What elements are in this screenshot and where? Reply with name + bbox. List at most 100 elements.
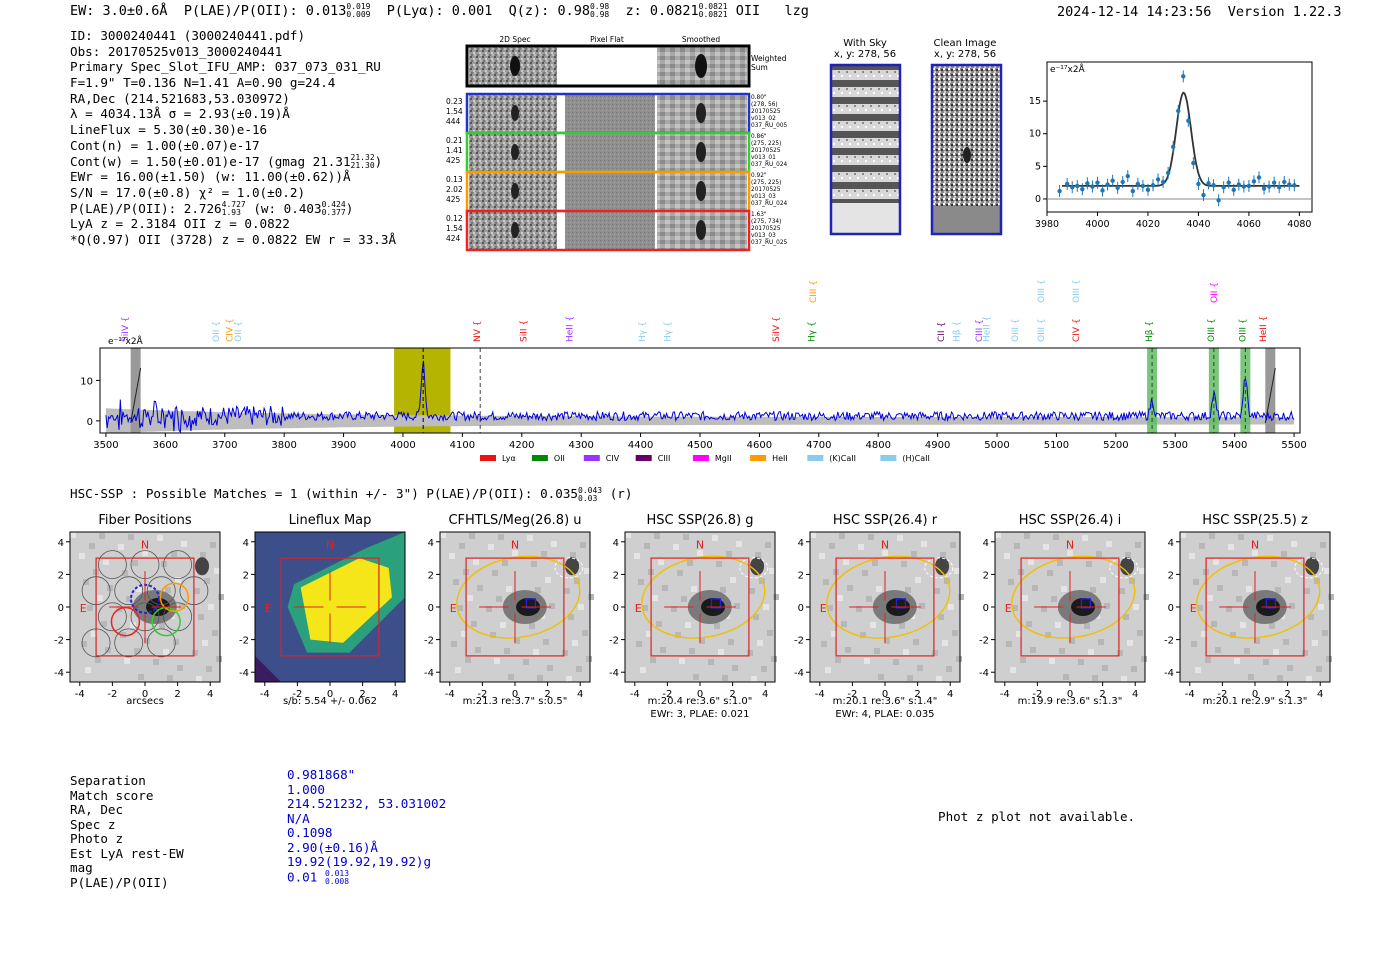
cutout-row-smooth-blob bbox=[696, 220, 706, 240]
image-panel: N E -4 -4 -2 -2 0 0 2 2 4 4 bbox=[979, 531, 1149, 700]
panel-caption-2: EWr: 4, PLAE: 0.035 bbox=[835, 709, 935, 720]
image-noise bbox=[473, 559, 479, 565]
image-noise bbox=[625, 532, 631, 538]
panel-ytick-label: -4 bbox=[1164, 668, 1174, 679]
image-noise bbox=[699, 638, 705, 644]
image-noise bbox=[1082, 535, 1088, 541]
image-noise bbox=[163, 649, 169, 655]
image-noise bbox=[1263, 659, 1269, 665]
info-plae: P(LAE)/P(OII): 2.726 4.727 1.93 (w: 0.403 0… bbox=[70, 200, 354, 218]
spec-xtick-label: 3600 bbox=[153, 440, 178, 451]
image-noise bbox=[208, 604, 214, 610]
neighbor-source bbox=[750, 557, 765, 576]
search-box bbox=[650, 557, 750, 657]
cutout-row-blob bbox=[511, 105, 519, 121]
sky-images bbox=[829, 63, 1003, 236]
cutout-row-meta: 037_RU_024 bbox=[751, 201, 788, 207]
panel-xtick-label: 2 bbox=[729, 689, 735, 700]
image-noise bbox=[769, 568, 775, 574]
fit-ytick-label: 0 bbox=[1035, 194, 1041, 205]
cutout-row-blob bbox=[511, 183, 519, 199]
image-noise bbox=[687, 560, 693, 566]
image-noise bbox=[1193, 579, 1199, 585]
panel-xtick-label: 0 bbox=[1067, 689, 1073, 700]
cutout-weighted-label-2: Sum bbox=[751, 63, 768, 72]
neighbor-ellipse bbox=[924, 557, 954, 579]
neighbor-ellipse bbox=[1109, 557, 1139, 579]
spec-xtick-label: 3900 bbox=[331, 440, 356, 451]
image-noise bbox=[763, 604, 769, 610]
cutout-col-flat: Pixel Flat bbox=[590, 35, 624, 44]
image-noise bbox=[845, 647, 851, 653]
image-noise bbox=[1106, 541, 1112, 547]
image-noise bbox=[841, 621, 847, 627]
image-noise bbox=[650, 657, 656, 663]
summary-labels: Separation Match score RA, Dec Spec z Ph… bbox=[70, 773, 184, 890]
cutout-row-gap bbox=[559, 173, 563, 210]
summary-value: 214.521232, 53.031002 bbox=[287, 796, 447, 811]
image-noise bbox=[1067, 550, 1073, 556]
panel-xtick-label: 4 bbox=[392, 689, 398, 700]
header-plae-hi: 0.019 bbox=[346, 2, 371, 11]
cutout-row-meta: v013_03 bbox=[751, 194, 776, 200]
image-noise bbox=[821, 641, 827, 647]
panel-ytick-label: 4 bbox=[613, 538, 619, 549]
fit-point bbox=[1165, 170, 1171, 176]
target-box bbox=[525, 598, 537, 609]
image-noise bbox=[1053, 534, 1059, 540]
panel-caption: m:21.3 re:3.7" s:0.5" bbox=[462, 696, 568, 707]
panel-title: CFHTLS/Meg(26.8) u bbox=[448, 513, 582, 528]
spec-line-label: CIV { bbox=[225, 318, 235, 342]
spec-grey-band-hatch bbox=[130, 367, 142, 424]
panel-caption-2: EWr: 3, PLAE: 0.021 bbox=[650, 709, 750, 720]
fiber-circle bbox=[163, 550, 193, 580]
panel-ytick-label: -4 bbox=[239, 668, 249, 679]
image-panel: N E -4 -4 -2 -2 0 0 2 2 4 4 bbox=[54, 531, 224, 700]
fiber-circle bbox=[114, 628, 144, 658]
image-noise bbox=[1244, 648, 1250, 654]
image-noise bbox=[1271, 561, 1277, 567]
image-noise bbox=[1246, 586, 1252, 592]
image-noise bbox=[773, 594, 779, 600]
search-box bbox=[280, 557, 380, 657]
image-noise bbox=[514, 638, 520, 644]
spec-line-label: CII { bbox=[937, 322, 947, 342]
compass-east: E bbox=[635, 602, 642, 615]
cutout-weighted-smooth-blob bbox=[695, 54, 707, 78]
fit-point bbox=[1125, 173, 1130, 179]
image-noise bbox=[932, 650, 938, 656]
image-noise bbox=[681, 596, 687, 602]
panel-xtick-label: 4 bbox=[1132, 689, 1138, 700]
cutout-row-stat: 0.13 bbox=[446, 175, 463, 184]
image-noise bbox=[675, 632, 681, 638]
image-noise bbox=[502, 560, 508, 566]
cutout-row-meta: v013_03 bbox=[751, 233, 776, 239]
image-noise bbox=[940, 552, 946, 558]
image-noise bbox=[576, 666, 582, 672]
panel-caption: m:20.1 re:2.9" s:1.3" bbox=[1202, 696, 1308, 707]
with-sky-bottom bbox=[832, 203, 899, 233]
spec-line-label: OII { bbox=[234, 321, 244, 342]
image-noise bbox=[646, 631, 652, 637]
summary-label: Est LyA rest-EW bbox=[70, 845, 184, 861]
image-noise bbox=[899, 623, 905, 629]
image-noise bbox=[948, 604, 954, 610]
image-noise bbox=[179, 603, 185, 609]
image-panel: N E -4 -4 -2 -2 0 0 2 2 4 4 bbox=[794, 531, 964, 700]
fit-point bbox=[1186, 118, 1191, 123]
panel-title: HSC SSP(26.8) g bbox=[646, 513, 754, 528]
image-noise bbox=[461, 631, 467, 637]
panel-xtick-label: -4 bbox=[815, 689, 825, 700]
image-noise bbox=[718, 649, 724, 655]
line-fit-plot: 3980 4000 4020 4040 4060 4080 0 5 10 15 e⁻¹⁷x2Å bbox=[1029, 61, 1313, 230]
image-noise bbox=[1310, 552, 1316, 558]
image-noise bbox=[1287, 665, 1293, 671]
image-noise bbox=[921, 541, 927, 547]
cutout-row-meta: 20170525 bbox=[751, 187, 781, 193]
image-noise bbox=[453, 579, 459, 585]
search-box bbox=[95, 557, 195, 657]
panel-ytick-label: 0 bbox=[613, 603, 619, 614]
image-noise bbox=[1096, 551, 1102, 557]
image-noise bbox=[588, 594, 594, 600]
image-noise bbox=[708, 659, 714, 665]
